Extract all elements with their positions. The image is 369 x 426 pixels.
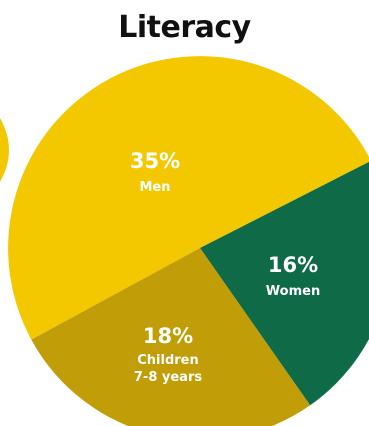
- slice-label-children-line-2: 7-8 years: [134, 370, 202, 385]
- chart-title: Literacy: [118, 10, 251, 45]
- slice-label-men: Men: [139, 180, 170, 195]
- slice-percent-men: 35%: [130, 149, 180, 173]
- slice-percent-women: 16%: [268, 253, 318, 277]
- pie-slice-children: [31, 248, 311, 426]
- slice-label-women: Women: [266, 284, 320, 299]
- slice-percent-children: 18%: [143, 324, 193, 348]
- pie-slice-men: [8, 56, 369, 340]
- pie-slice-women: [200, 161, 369, 406]
- neighbor-pie-edge: [0, 118, 9, 182]
- slice-label-children: Children: [137, 353, 199, 368]
